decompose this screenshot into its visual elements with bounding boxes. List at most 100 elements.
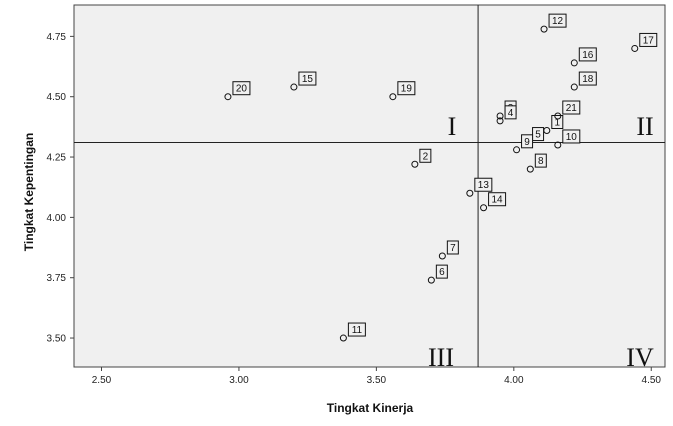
point-marker (411, 160, 419, 168)
data-point-13: 13 (466, 177, 493, 197)
data-point-17: 17 (631, 32, 658, 52)
point-marker (554, 112, 562, 120)
x-tick-label: 2.50 (92, 375, 112, 386)
point-label: 14 (492, 195, 504, 206)
point-marker (339, 334, 347, 342)
point-marker (496, 112, 504, 120)
point-label-box (298, 71, 317, 86)
point-marker (290, 83, 298, 91)
point-marker (224, 93, 232, 101)
x-tick-labels: 2.50 3.00 3.50 4.00 4.50 (92, 375, 662, 386)
point-label: 8 (538, 156, 544, 167)
point-marker (496, 117, 504, 125)
point-label-box (578, 71, 597, 86)
data-point-16: 16 (570, 47, 597, 67)
y-tick-label: 4.00 (47, 213, 67, 224)
data-point-10: 10 (554, 129, 581, 149)
quadrant-label-3: III (428, 343, 454, 372)
y-tick-label: 3.75 (47, 273, 67, 284)
point-label: 10 (566, 132, 578, 143)
point-label-box (532, 127, 545, 142)
point-label: 20 (236, 84, 248, 95)
point-label-box (639, 32, 658, 47)
plot-area (73, 4, 666, 368)
point-marker (480, 204, 488, 212)
y-tick-label: 4.75 (47, 32, 67, 43)
point-marker (427, 276, 435, 284)
y-tick-label: 4.25 (47, 153, 67, 164)
quadrant-label-1: I (448, 112, 457, 141)
data-point-15: 15 (290, 71, 317, 91)
point-marker (570, 59, 578, 67)
point-label-box (562, 129, 581, 144)
point-label: 18 (582, 74, 594, 85)
data-point-2: 2 (411, 148, 432, 168)
data-points: 123456789101112131415161718192021 (224, 13, 658, 342)
point-label-box (578, 47, 597, 62)
point-marker (513, 146, 521, 154)
point-label-box (551, 114, 564, 129)
tick-marks (70, 35, 652, 371)
point-marker (389, 93, 397, 101)
data-point-18: 18 (570, 71, 597, 91)
point-marker (526, 165, 534, 173)
point-marker (631, 44, 639, 52)
x-tick-label: 4.00 (504, 375, 524, 386)
point-marker (438, 252, 446, 260)
data-point-12: 12 (540, 13, 567, 33)
y-tick-label: 4.50 (47, 92, 67, 103)
point-label: 9 (524, 137, 530, 148)
data-point-6: 6 (427, 264, 448, 284)
data-point-19: 19 (389, 81, 416, 101)
point-label-box (488, 192, 507, 207)
point-label-box (232, 81, 251, 96)
point-label: 2 (423, 151, 429, 162)
point-label-box (435, 264, 448, 279)
point-label: 15 (302, 74, 314, 85)
y-axis-title: Tingkat Kepentingan (22, 133, 36, 251)
data-point-4: 4 (496, 105, 517, 125)
data-point-20: 20 (224, 81, 251, 101)
data-point-7: 7 (438, 240, 459, 260)
point-marker (540, 25, 548, 33)
quadrant-label-4: IV (626, 343, 654, 372)
point-label-box (521, 134, 534, 149)
point-marker (466, 189, 474, 197)
point-label: 11 (352, 325, 363, 336)
point-label-box (419, 148, 432, 163)
x-tick-label: 4.50 (642, 375, 662, 386)
point-label: 17 (643, 35, 655, 46)
point-label: 4 (508, 108, 514, 119)
point-label-box (562, 100, 581, 115)
point-label-box (504, 105, 517, 120)
point-label: 13 (478, 180, 490, 191)
point-label-box (397, 81, 416, 96)
data-point-14: 14 (480, 192, 507, 212)
data-point-8: 8 (526, 153, 547, 173)
point-label-box (446, 240, 459, 255)
y-tick-labels: 3.50 3.75 4.00 4.25 4.50 4.75 (47, 32, 67, 345)
quadrant-label-2: II (636, 112, 653, 141)
x-tick-label: 3.00 (229, 375, 249, 386)
point-label: 1 (555, 117, 561, 128)
point-label-box (474, 177, 493, 192)
x-tick-label: 3.50 (367, 375, 387, 386)
point-marker (554, 141, 562, 149)
point-label: 7 (450, 243, 456, 254)
point-label-box (548, 13, 567, 28)
point-label: 19 (401, 84, 413, 95)
data-point-9: 9 (513, 134, 534, 154)
point-label: 5 (535, 130, 541, 141)
point-label-box (534, 153, 547, 168)
x-axis-title: Tingkat Kinerja (327, 401, 414, 415)
point-label: 12 (552, 16, 564, 27)
point-label-box (347, 322, 366, 337)
y-tick-label: 3.50 (47, 334, 67, 345)
point-marker (570, 83, 578, 91)
data-point-21: 21 (554, 100, 581, 120)
point-label: 6 (439, 267, 445, 278)
data-point-11: 11 (339, 322, 366, 342)
point-label: 21 (566, 103, 578, 114)
point-label: 16 (582, 50, 594, 61)
